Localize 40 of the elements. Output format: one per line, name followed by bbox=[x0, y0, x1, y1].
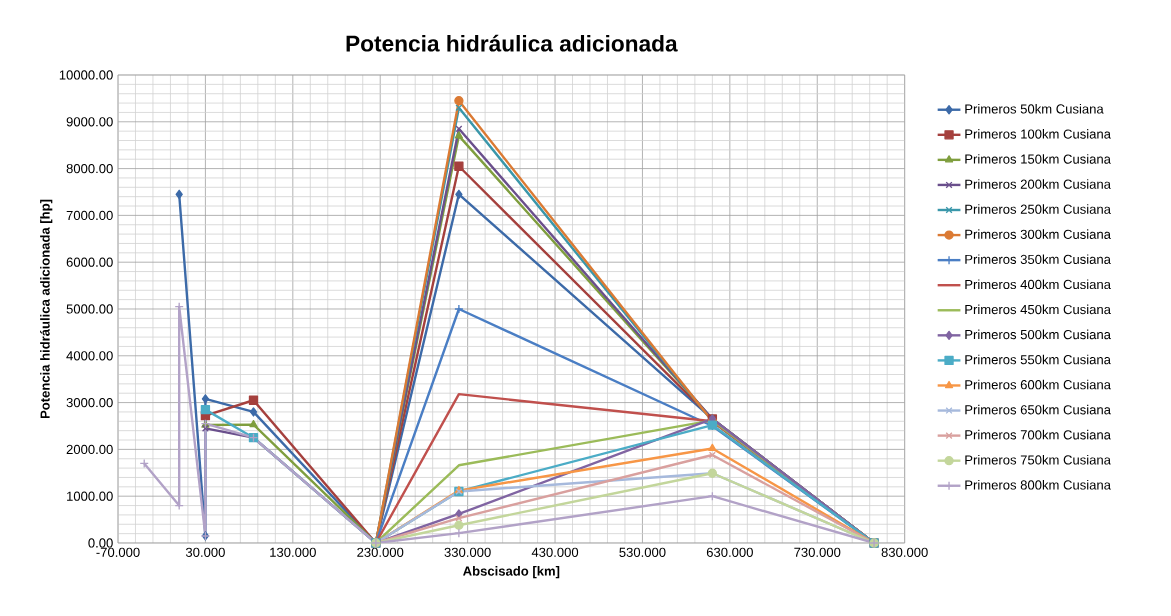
legend-label: Primeros 600km Cusiana bbox=[965, 379, 1111, 390]
x-axis-title: Abscisado [km] bbox=[463, 566, 560, 579]
legend-label: Primeros 650km Cusiana bbox=[965, 404, 1111, 415]
x-tick-label: 830.000 bbox=[881, 547, 928, 557]
y-tick-label: 8000.00 bbox=[66, 163, 113, 174]
legend-label: Primeros 400km Cusiana bbox=[965, 279, 1111, 290]
x-tick-label: -70.000 bbox=[96, 547, 140, 557]
legend-label: Primeros 700km Cusiana bbox=[965, 429, 1111, 440]
legend-label: Primeros 500km Cusiana bbox=[965, 329, 1111, 340]
legend-label: Primeros 100km Cusiana bbox=[965, 129, 1111, 139]
y-tick-label: 0.00 bbox=[88, 538, 113, 548]
y-tick-label: 9000.00 bbox=[66, 117, 113, 127]
x-tick-label: 330.000 bbox=[444, 547, 491, 557]
legend-label: Primeros 550km Cusiana bbox=[965, 354, 1111, 365]
y-axis-title: Potencia hidráulica adicionada [hp] bbox=[40, 199, 53, 419]
y-tick-label: 4000.00 bbox=[66, 351, 113, 361]
legend-label: Primeros 350km Cusiana bbox=[965, 254, 1111, 264]
chart-title: Potencia hidráulica adicionada bbox=[346, 34, 678, 52]
x-tick-label: 530.000 bbox=[619, 547, 666, 557]
y-tick-label: 2000.00 bbox=[66, 444, 113, 455]
legend-label: Primeros 200km Cusiana bbox=[965, 179, 1111, 189]
legend-label: Primeros 50km Cusiana bbox=[965, 103, 1104, 114]
y-tick-label: 6000.00 bbox=[66, 257, 113, 267]
legend-label: Primeros 300km Cusiana bbox=[965, 229, 1111, 239]
legend-label: Primeros 750km Cusiana bbox=[965, 454, 1111, 465]
y-tick-label: 5000.00 bbox=[66, 304, 113, 314]
x-tick-label: 630.000 bbox=[706, 547, 753, 557]
x-tick-label: 130.000 bbox=[270, 547, 316, 557]
legend-label: Primeros 250km Cusiana bbox=[965, 204, 1111, 214]
y-tick-label: 1000.00 bbox=[67, 491, 113, 501]
x-tick-label: 230.000 bbox=[357, 547, 404, 557]
x-tick-label: 30.000 bbox=[185, 547, 225, 557]
x-tick-label: 430.000 bbox=[531, 547, 579, 557]
legend-label: Primeros 800km Cusiana bbox=[965, 480, 1111, 490]
y-tick-label: 10000.00 bbox=[59, 70, 113, 80]
y-tick-label: 7000.00 bbox=[66, 210, 113, 221]
legend-label: Primeros 450km Cusiana bbox=[965, 304, 1111, 315]
x-tick-label: 730.000 bbox=[794, 547, 841, 557]
y-tick-label: 3000.00 bbox=[66, 397, 113, 408]
legend-label: Primeros 150km Cusiana bbox=[965, 154, 1111, 164]
